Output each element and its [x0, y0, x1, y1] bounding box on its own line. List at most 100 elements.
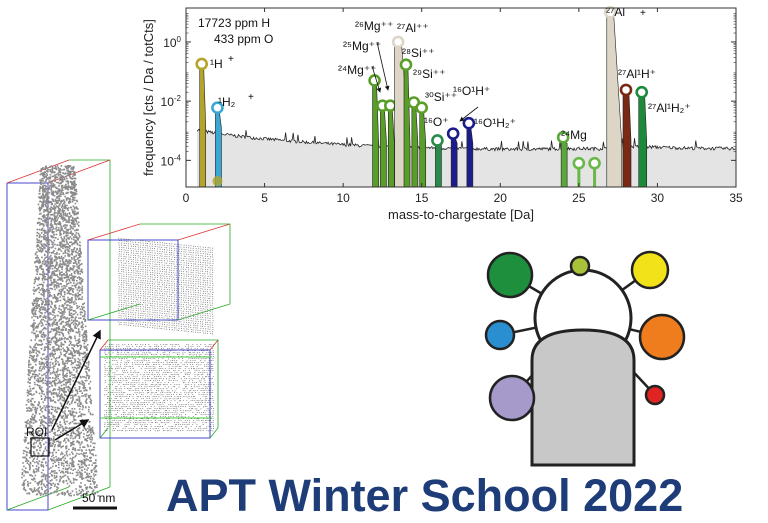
plot-frame [185, 7, 737, 188]
peak-marker-16 [603, 6, 617, 19]
ion-label: ¹⁶O⁺ [424, 115, 449, 129]
ion-label: ²⁷Al⁺⁺ [397, 21, 429, 35]
logo-satellite-circle [486, 251, 534, 299]
mass-spectrum-chart: ¹H ¹H₂ ²⁴Mg⁺⁺ ²⁵Mg⁺⁺ ²⁶Mg⁺⁺ ²⁷Al⁺⁺ ²⁸Si⁺⁺ ²⁹Si⁺… [141, 5, 743, 222]
peak-marker-14 [572, 156, 586, 170]
x-tick-label: 10 [336, 191, 350, 205]
roi-arrow [54, 419, 90, 441]
poster-title: APT Winter School 2022 [166, 470, 684, 521]
ion-label: ²⁸Si⁺⁺ [402, 46, 434, 60]
peak-4 [380, 105, 387, 188]
background-area [197, 129, 736, 187]
x-tick-label: 25 [572, 191, 586, 205]
peak-18 [638, 91, 648, 188]
y-tick-label: 10-2 [161, 94, 182, 109]
logo-satellite-circle [488, 374, 536, 422]
inset-bottom-box-edge [99, 339, 109, 351]
peak-marker-10 [431, 134, 444, 147]
ion-label: ²⁴Mg [561, 128, 587, 142]
tip-box-edge [6, 159, 70, 184]
roi-label: ROI [26, 425, 47, 439]
annotation-arrow [376, 41, 390, 91]
logo-satellite-circle [484, 319, 516, 351]
peak-marker-9 [415, 101, 429, 115]
annotation-arrow [371, 65, 382, 93]
ion-label: ²⁷Al¹H⁺ [618, 67, 656, 81]
peak-marker-17 [619, 83, 633, 97]
inset-top-box-edge [87, 223, 141, 241]
x-tick-label: 15 [415, 191, 429, 205]
peak-1 [215, 107, 222, 188]
inset-top-box-edge [177, 223, 231, 241]
peak-marker-13 [556, 131, 570, 144]
atom-cloud [21, 165, 100, 497]
atom-probe-reconstruction: ROI 50 nm [6, 159, 231, 511]
scale-bar-label: 50 nm [82, 491, 115, 505]
logo-satellite-circle [638, 313, 686, 361]
peak-marker-6 [391, 35, 405, 49]
tip-box-edge [47, 486, 111, 511]
peak-marker-2 [212, 176, 223, 187]
peak-8 [411, 101, 419, 188]
ion-label: ¹⁶O¹H⁺ [453, 84, 490, 98]
peak-14 [577, 168, 581, 187]
peak-marker-15 [588, 156, 601, 170]
ion-label: ²⁶Mg⁺⁺ [355, 19, 393, 33]
inset-bottom-box-edge [99, 427, 109, 439]
peak-marker-7 [399, 58, 413, 72]
y-axis-label: frequency [cts / Da / totCts] [141, 19, 156, 176]
peak-13 [560, 136, 568, 188]
charge-mark: + [248, 92, 254, 103]
annotation-h-ppm: 17723 ppm H [198, 16, 270, 30]
roi-box [30, 437, 50, 457]
tip-box-edge [47, 159, 111, 184]
inset-bottom-atoms [104, 344, 214, 432]
peak-marker-1 [211, 101, 224, 115]
ion-label: ¹H₂ [218, 95, 236, 109]
peak-11 [450, 132, 458, 188]
peak-7 [403, 64, 411, 188]
peak-12 [466, 122, 474, 188]
ion-label: ¹H [210, 57, 223, 71]
ion-label: ²⁷Al¹H₂⁺ [648, 101, 691, 115]
x-tick-label: 20 [494, 191, 508, 205]
tip-box-edge [6, 486, 70, 511]
apt-logo [484, 250, 686, 467]
annotation-o-ppm: 433 ppm O [214, 32, 273, 46]
charge-mark: + [228, 54, 234, 65]
annotation-arrow [459, 106, 479, 122]
peak-marker-12 [462, 116, 476, 130]
ion-label: ²⁷Al [606, 5, 625, 19]
y-tick-label: 100 [163, 35, 181, 50]
x-tick-label: 30 [651, 191, 665, 205]
peak-5 [387, 105, 395, 188]
peak-10 [435, 139, 442, 188]
peak-marker-0 [195, 57, 209, 71]
logo-satellite-circle [644, 384, 666, 406]
ion-label: ²⁴Mg⁺⁺ [338, 63, 377, 77]
inset-bottom-box-edge [209, 427, 219, 439]
peak-marker-5 [383, 99, 397, 113]
x-tick-label: 5 [261, 191, 268, 205]
peak-marker-11 [446, 127, 460, 140]
peak-16 [606, 11, 623, 188]
ion-label: ¹⁶O¹H₂⁺ [474, 116, 516, 130]
x-tick-label: 35 [729, 191, 743, 205]
peak-3 [372, 79, 379, 188]
peak-15 [593, 168, 597, 187]
inset-bottom-box-edge [209, 339, 219, 351]
inset-top-box-edge [87, 303, 141, 321]
logo-tip-body [530, 328, 636, 467]
charge-mark: + [640, 8, 646, 19]
ion-label: ²⁹Si⁺⁺ [413, 67, 445, 81]
y-tick-label: 10-4 [161, 153, 182, 168]
logo-satellite-circle [630, 250, 670, 290]
peak-marker-18 [635, 85, 649, 99]
ion-label: ²⁵Mg⁺⁺ [343, 39, 381, 53]
roi-arrow [51, 329, 101, 431]
peak-17 [622, 89, 632, 188]
x-axis-label: mass-to-chargestate [Da] [388, 207, 534, 222]
logo-satellite-circle [569, 255, 591, 277]
ion-label: ³⁰Si⁺⁺ [425, 90, 457, 104]
